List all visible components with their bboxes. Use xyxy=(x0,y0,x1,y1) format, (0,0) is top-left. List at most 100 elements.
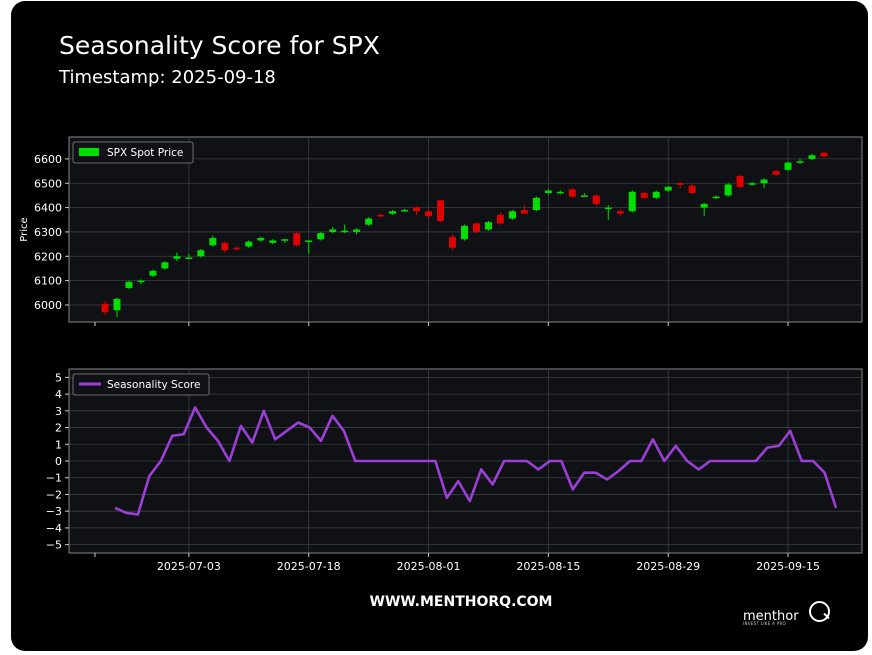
candle-body xyxy=(688,185,696,193)
candle-body xyxy=(796,161,804,163)
candle-body xyxy=(461,225,468,240)
footer-url[interactable]: WWW.MENTHORQ.COM xyxy=(369,594,553,610)
candle-body xyxy=(425,211,433,217)
candle-body xyxy=(101,303,109,313)
price-ytick-label: 6100 xyxy=(34,275,62,288)
score-ytick-label: −1 xyxy=(46,472,62,485)
candle-body xyxy=(233,247,241,250)
candle-body xyxy=(652,191,660,198)
price-legend-box xyxy=(72,141,194,164)
charts-svg: 6000 6100 6200 6300 6400 6500 6600 Price SPX Spo… xyxy=(19,136,863,573)
score-xtick-label: 2025-09-15 xyxy=(756,560,820,573)
score-legend-label: Seasonality Score xyxy=(107,379,200,391)
candle-body xyxy=(484,222,492,230)
candle-body xyxy=(113,298,121,311)
score-xtick-label: 2025-08-29 xyxy=(636,560,700,573)
candle-body xyxy=(820,152,828,157)
candle-body xyxy=(365,218,373,225)
candle-body xyxy=(209,238,217,246)
score-ytick-label: −2 xyxy=(46,488,62,501)
candle-body xyxy=(197,250,205,257)
candle-body xyxy=(257,238,265,241)
chart-title: Seasonality Score for SPX xyxy=(59,31,380,60)
score-ytick-label: −3 xyxy=(46,505,62,518)
candle-body xyxy=(712,196,720,199)
score-ytick-label: 2 xyxy=(55,422,62,435)
candle-body xyxy=(161,262,169,269)
score-ytick-label: −5 xyxy=(46,539,62,552)
candle-body xyxy=(592,195,600,204)
candle-body xyxy=(245,241,253,247)
candle-body xyxy=(377,214,385,217)
candle-body xyxy=(281,239,289,241)
candle-body xyxy=(676,183,684,185)
score-legend-box xyxy=(72,373,210,396)
candle-body xyxy=(544,190,552,193)
candle-body xyxy=(520,210,528,214)
score-ytick-label: 4 xyxy=(55,388,62,401)
price-ytick-label: 6500 xyxy=(34,177,62,190)
chart-card: Seasonality Score for SPX Timestamp: 202… xyxy=(11,1,868,651)
q-logo-icon xyxy=(809,601,830,622)
candle-body xyxy=(472,223,480,232)
candle-body xyxy=(580,195,588,197)
score-ytick-label: 5 xyxy=(55,371,62,384)
candle-body xyxy=(149,270,157,276)
candle-body xyxy=(353,229,361,232)
price-ytick-label: 6000 xyxy=(34,299,62,312)
candle-body xyxy=(772,171,780,175)
candle-body xyxy=(125,281,133,288)
score-xtick-label: 2025-08-15 xyxy=(516,560,580,573)
candle-body xyxy=(496,214,504,224)
candle-body xyxy=(700,203,708,208)
score-xtick-label: 2025-07-03 xyxy=(157,560,221,573)
candle-body xyxy=(568,189,576,197)
score-ytick-label: 1 xyxy=(55,438,62,451)
score-xtick-label: 2025-07-18 xyxy=(277,560,341,573)
candle-body xyxy=(401,210,409,212)
candle-body xyxy=(137,280,145,283)
candle-body xyxy=(269,240,277,243)
candle-body xyxy=(341,230,349,233)
candle-body xyxy=(556,191,564,194)
price-legend-swatch xyxy=(79,148,99,156)
candle-body xyxy=(736,175,744,187)
candle-body xyxy=(784,162,792,170)
candle-body xyxy=(305,240,313,242)
seasonality-score-line xyxy=(114,406,838,516)
logo-name: menthor xyxy=(743,609,799,624)
candle-body xyxy=(221,242,229,251)
candle-body xyxy=(173,256,181,259)
candle-body xyxy=(532,197,540,211)
candle-body xyxy=(508,211,516,219)
price-ylabel: Price xyxy=(19,217,30,241)
candle-body xyxy=(628,191,636,212)
score-ytick-label: 0 xyxy=(55,455,62,468)
price-ytick-label: 6200 xyxy=(34,250,62,263)
timestamp-subtitle: Timestamp: 2025-09-18 xyxy=(59,67,276,88)
candle-body xyxy=(640,192,648,198)
price-ytick-label: 6300 xyxy=(34,226,62,239)
menthorq-logo: menthor INVEST LIKE A PRO xyxy=(743,601,830,626)
score-xtick-label: 2025-08-01 xyxy=(397,560,461,573)
candle-body xyxy=(329,229,337,232)
logo-tagline: INVEST LIKE A PRO xyxy=(743,621,786,626)
price-ytick-label: 6400 xyxy=(34,202,62,215)
candle-body xyxy=(664,186,672,191)
candle-body xyxy=(437,200,445,221)
candle-body xyxy=(808,155,816,159)
candle-body xyxy=(616,211,624,214)
candle-body xyxy=(389,211,397,214)
candle-body xyxy=(293,233,301,246)
candle-body xyxy=(604,207,612,210)
score-ytick-label: −4 xyxy=(46,522,62,535)
candle-body xyxy=(449,236,457,248)
candle-body xyxy=(724,184,732,196)
price-ytick-label: 6600 xyxy=(34,153,62,166)
price-legend-label: SPX Spot Price xyxy=(107,147,183,159)
candle-body xyxy=(185,257,193,259)
candle-body xyxy=(413,207,421,212)
candle-body xyxy=(748,183,756,185)
candle-body xyxy=(317,233,325,240)
score-ytick-label: 3 xyxy=(55,405,62,418)
